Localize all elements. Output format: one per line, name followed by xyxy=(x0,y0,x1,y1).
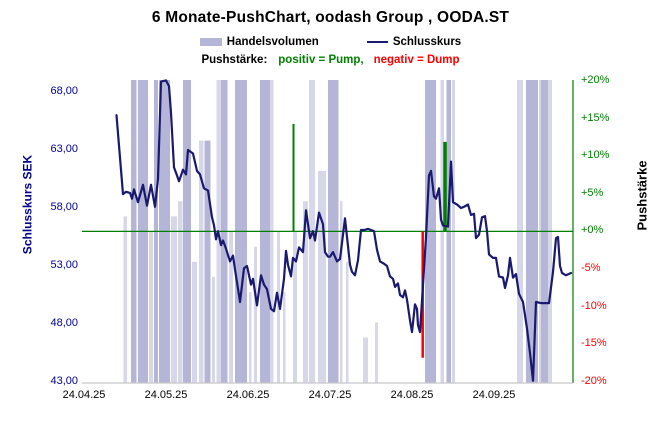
chart-title: 6 Monate-PushChart, oodash Group , OODA.… xyxy=(151,9,510,26)
push-positive-label: positiv = Pump, xyxy=(278,54,364,66)
right-axis-tick-label: +10% xyxy=(581,149,610,162)
push-strength-prefix: Pushstärke: xyxy=(201,54,268,66)
x-axis-tick-label: 24.05.25 xyxy=(144,389,188,401)
volume-legend-label: Handelsvolumen xyxy=(226,36,319,48)
volume-bar xyxy=(229,231,233,383)
volume-bar xyxy=(346,261,349,383)
volume-bar xyxy=(363,337,368,383)
left-axis-tick-label: 68,00 xyxy=(50,85,78,97)
volume-bar xyxy=(283,292,286,383)
left-axis-tick-label: 63,00 xyxy=(50,143,78,155)
push-negative-label: negativ = Dump xyxy=(373,54,460,66)
volume-swatch-icon xyxy=(199,38,222,46)
right-axis-tick-label: -5% xyxy=(581,262,601,274)
volume-bar xyxy=(204,140,211,383)
x-axis-tick-label: 24.09.25 xyxy=(472,389,516,401)
volume-bar xyxy=(149,231,153,383)
right-axis-tick-label: -15% xyxy=(581,337,607,350)
volume-bar xyxy=(254,246,257,383)
right-axis-tick-label: +0% xyxy=(581,224,604,237)
right-axis-tick-label: +15% xyxy=(581,111,610,124)
volume-bar xyxy=(249,292,252,383)
volume-bar xyxy=(293,231,297,383)
volume-bar xyxy=(178,201,183,383)
volume-bar xyxy=(340,201,343,383)
right-axis-tick-label: -10% xyxy=(581,299,607,312)
price-line-swatch-icon xyxy=(366,40,388,44)
volume-bar xyxy=(199,140,204,383)
left-axis-tick-label: 58,00 xyxy=(50,201,78,213)
left-axis-tick-label: 43,00 xyxy=(50,375,78,387)
volume-bar xyxy=(277,231,280,383)
volume-bar xyxy=(212,276,215,383)
x-axis-tick-label: 24.08.25 xyxy=(390,389,434,401)
left-axis-tick-label: 53,00 xyxy=(50,259,78,271)
volume-bar xyxy=(123,216,127,383)
volume-bar xyxy=(171,216,177,383)
x-axis-tick-label: 24.06.25 xyxy=(226,389,270,401)
price-line xyxy=(115,79,573,382)
push-strength-legend: Pushstärke: positiv = Pump, negativ = Du… xyxy=(0,54,661,66)
volume-bar xyxy=(375,322,378,383)
right-axis-tick-label: +20% xyxy=(581,74,610,86)
x-axis-tick-label: 24.07.25 xyxy=(308,389,352,401)
price-legend-label: Schlusskurs xyxy=(392,36,462,48)
volume-bar xyxy=(303,201,308,383)
right-axis-tick-label: -20% xyxy=(581,374,607,387)
left-axis-tick-label: 48,00 xyxy=(50,317,78,329)
volume-bar xyxy=(192,261,197,383)
volume-bar xyxy=(318,170,326,383)
legend: Handelsvolumen Schlusskurs xyxy=(0,36,661,48)
x-axis-tick-label: 24.04.25 xyxy=(62,389,106,401)
right-axis-tick-label: +5% xyxy=(581,186,604,199)
